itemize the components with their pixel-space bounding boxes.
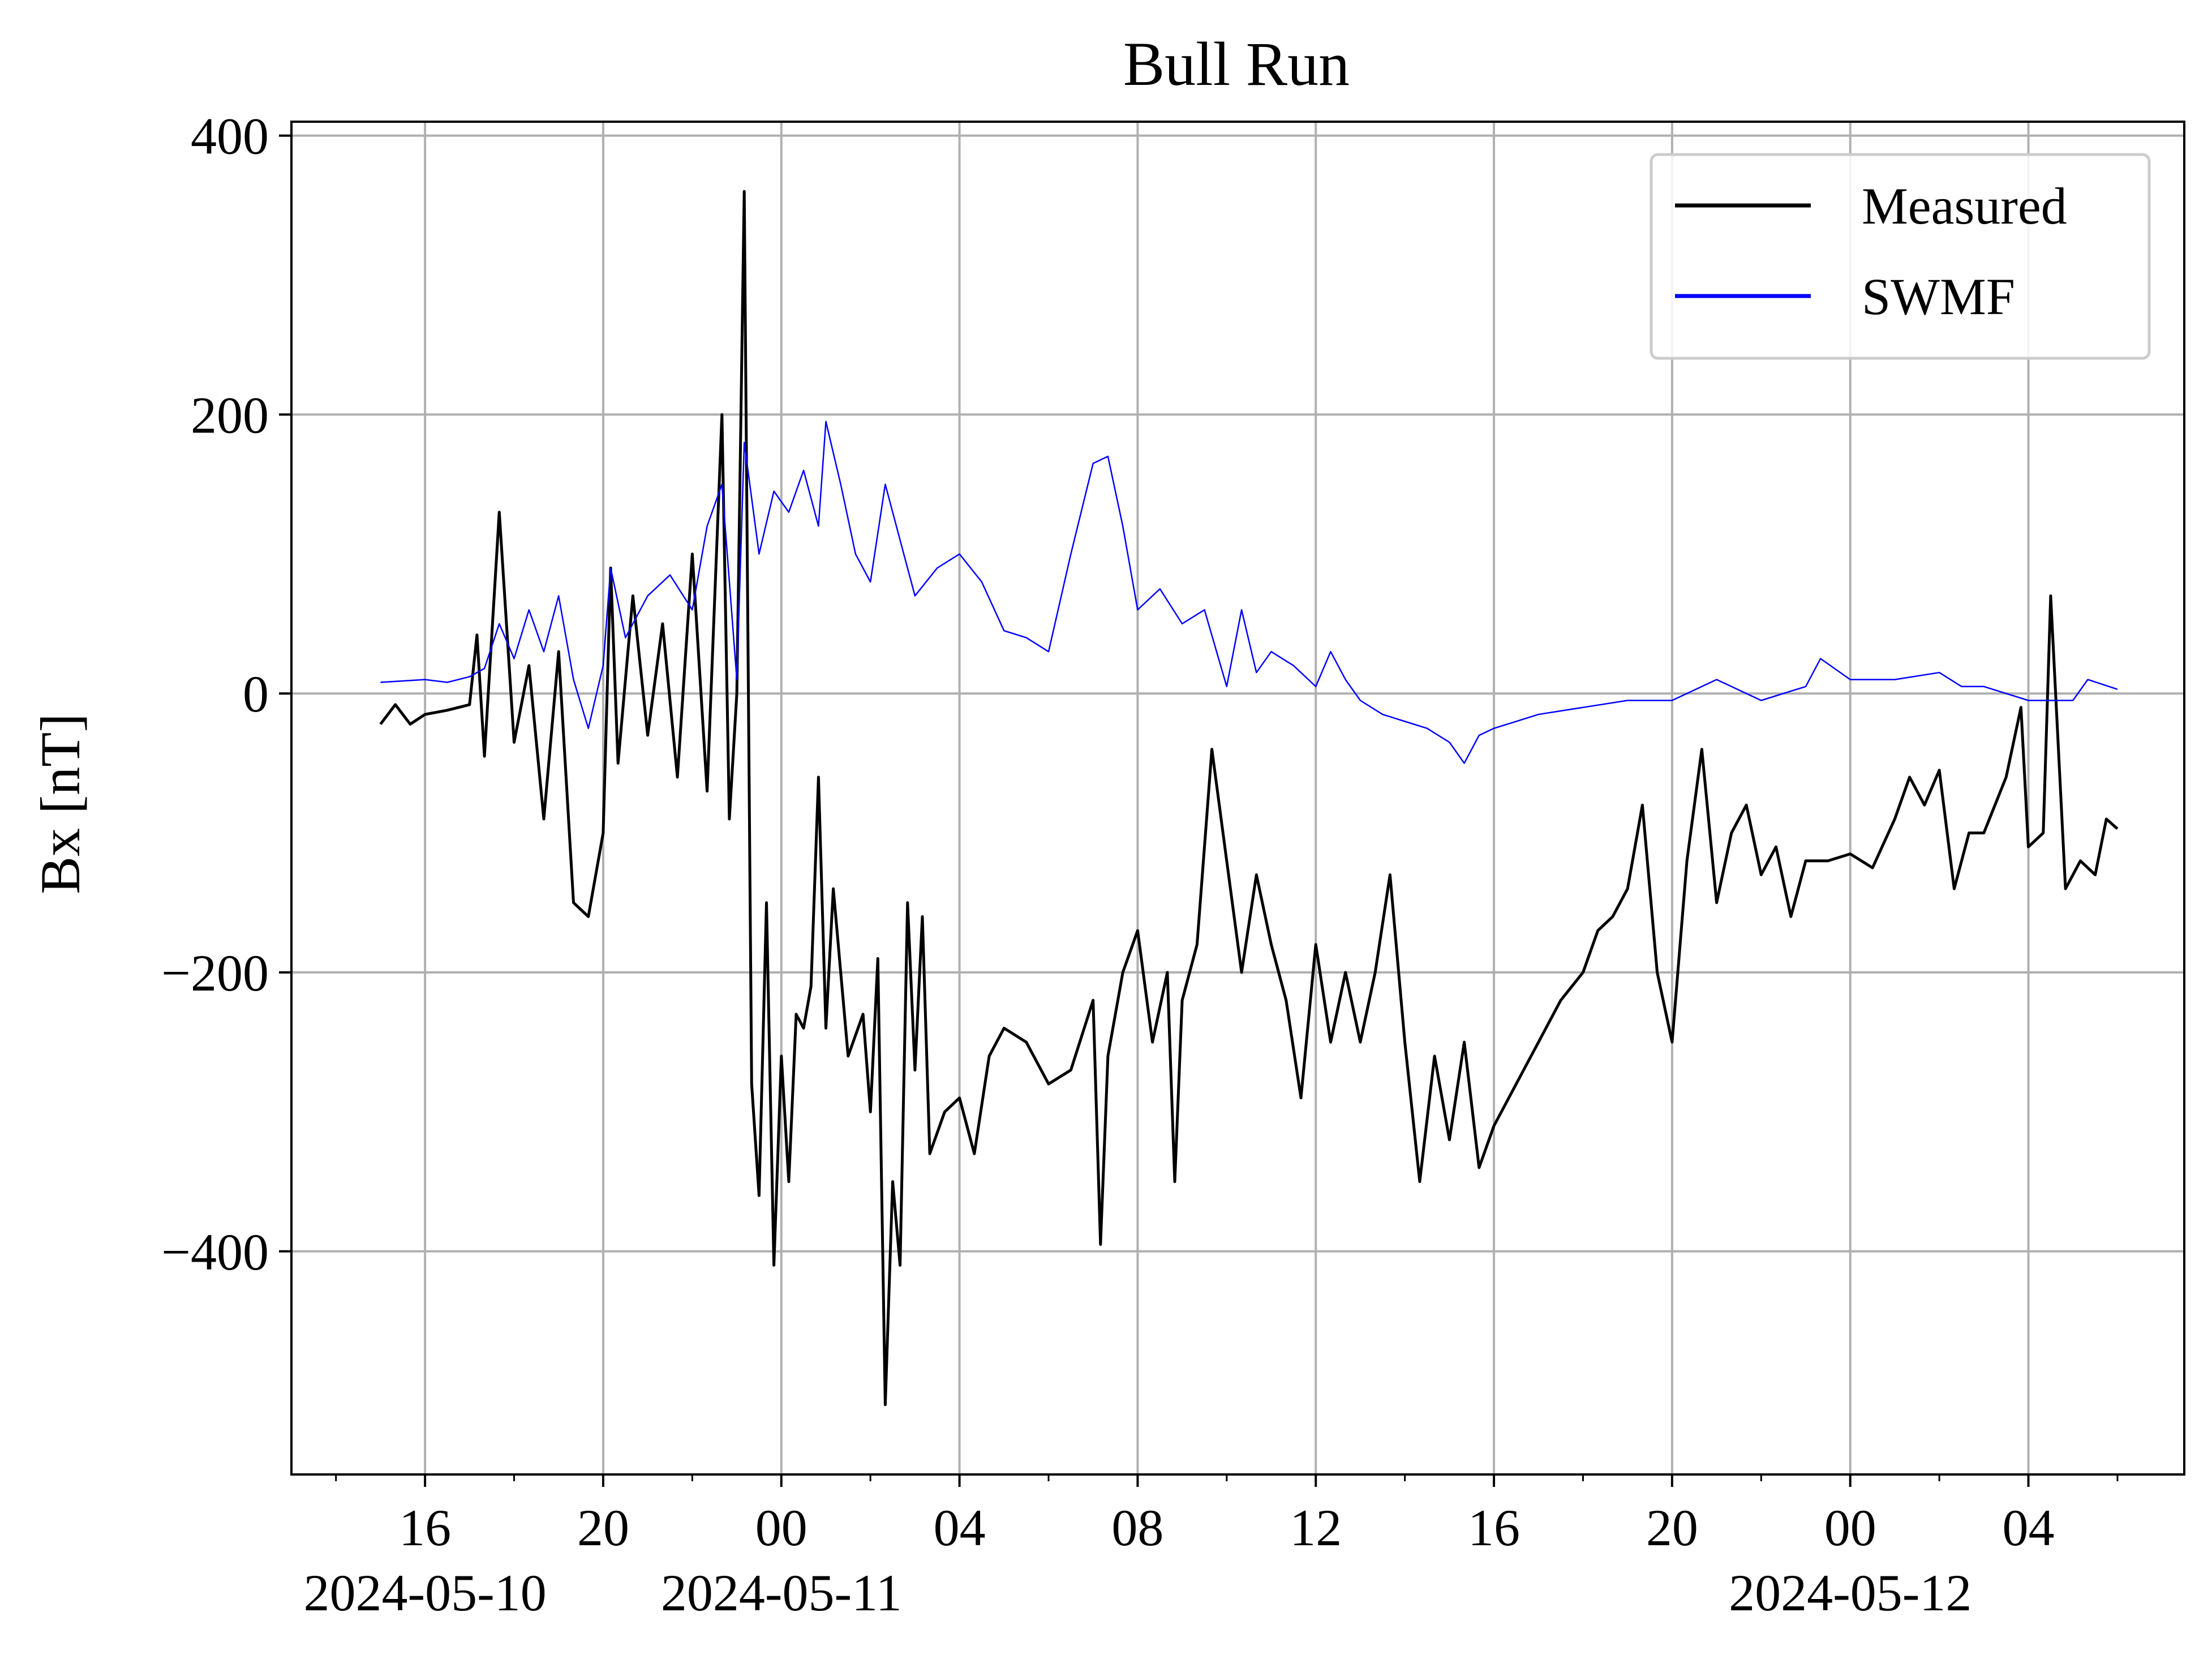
x-tick-label: 04 <box>2003 1499 2055 1557</box>
y-tick-label: 0 <box>243 665 269 723</box>
x-tick-label: 20 <box>577 1499 629 1557</box>
y-tick-label: 200 <box>191 386 269 444</box>
legend-label-measured: Measured <box>1862 177 2067 235</box>
series-line-measured <box>379 190 2119 1407</box>
x-tick-label: 12 <box>1290 1499 1342 1557</box>
x-tick-label: 20 <box>1646 1499 1698 1557</box>
plot-frame <box>290 121 2185 1476</box>
y-tick-label: −400 <box>161 1223 269 1281</box>
series-layer <box>379 190 2119 1407</box>
x-date-label: 2024-05-11 <box>661 1564 902 1622</box>
y-tick-label: −200 <box>161 944 269 1002</box>
x-tick-label: 16 <box>1468 1499 1520 1557</box>
x-tick-label: 04 <box>934 1499 986 1557</box>
x-tick-label: 00 <box>755 1499 808 1557</box>
x-tick-label: 00 <box>1824 1499 1876 1557</box>
legend-label-swmf: SWMF <box>1862 268 2015 325</box>
x-date-label: 2024-05-12 <box>1729 1564 1972 1622</box>
x-tick-label: 16 <box>399 1499 451 1557</box>
y-axis-label: Bx [nT] <box>29 713 92 894</box>
x-date-label: 2024-05-10 <box>303 1564 546 1622</box>
chart-title: Bull Run <box>1123 29 1350 98</box>
x-tick-label: 08 <box>1111 1499 1163 1557</box>
series-line-swmf <box>380 421 2118 764</box>
y-tick-label: 400 <box>191 108 269 165</box>
legend: Measured SWMF <box>1650 153 2151 360</box>
